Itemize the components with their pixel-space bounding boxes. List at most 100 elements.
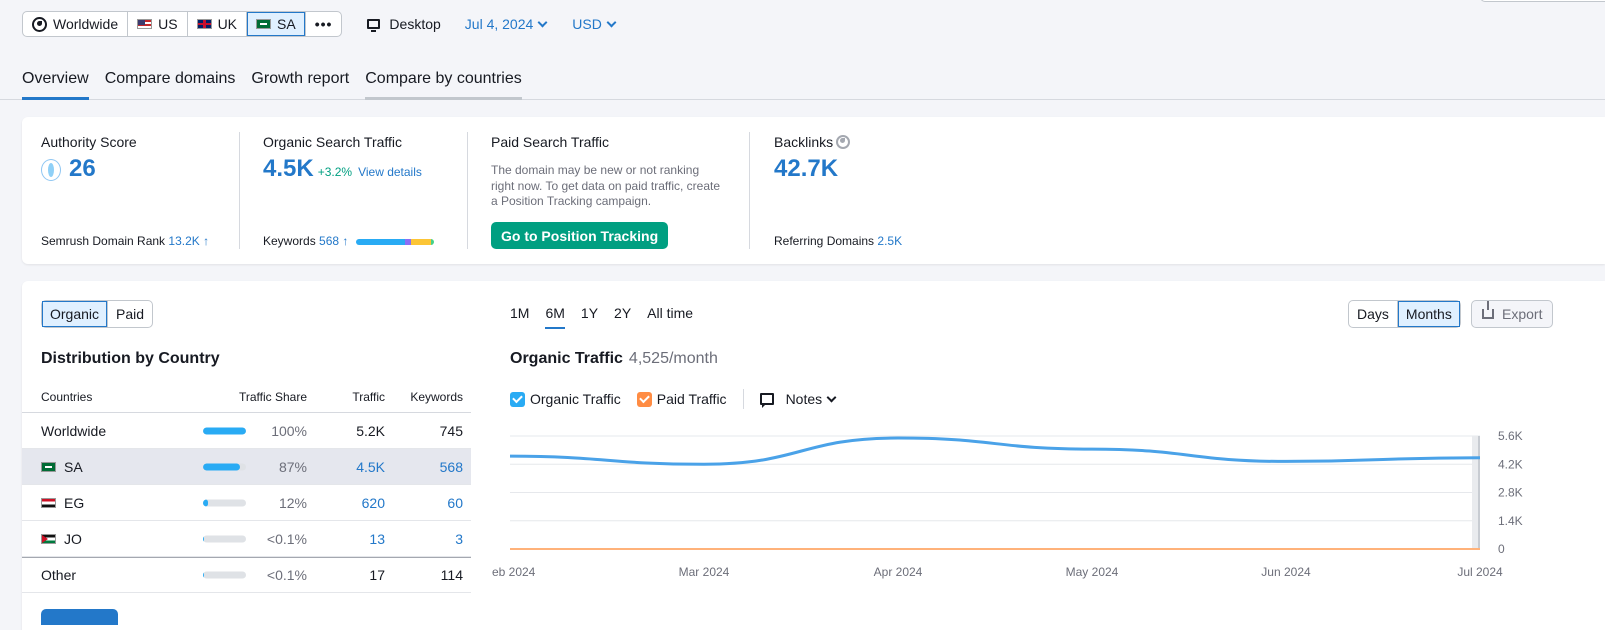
keywords-value[interactable]: 3 <box>455 530 463 547</box>
database-label: UK <box>217 16 238 32</box>
tabs-divider <box>0 99 1605 100</box>
organic-toggle-button[interactable]: Organic <box>42 301 109 327</box>
paid-toggle-button[interactable]: Paid <box>116 306 145 322</box>
period-selector: 1M 6M 1Y 2Y All time <box>510 305 693 329</box>
currency-label: USD <box>572 16 602 32</box>
period-all-time[interactable]: All time <box>647 305 694 321</box>
legend-paid-traffic[interactable]: Paid Traffic <box>636 391 727 407</box>
country-label: SA <box>64 458 83 475</box>
authority-score-value[interactable]: 26 <box>41 155 96 183</box>
eg-flag-icon <box>41 497 56 508</box>
export-label: Export <box>1502 306 1543 322</box>
country-name: SA <box>41 459 83 475</box>
x-tick-label: Jul 2024 <box>1457 565 1503 579</box>
header-keywords[interactable]: Keywords <box>410 389 463 404</box>
authority-score-icon <box>41 158 61 181</box>
device-selector[interactable]: Desktop <box>367 16 441 32</box>
country-label: JO <box>64 530 82 547</box>
x-tick-label: Jun 2024 <box>1261 565 1311 579</box>
country-label: Worldwide <box>41 422 107 439</box>
export-button[interactable]: Export <box>1471 300 1554 328</box>
traffic-value[interactable]: 4.5K <box>356 458 385 475</box>
country-name: Worldwide <box>41 423 106 439</box>
keywords-value: 114 <box>440 567 463 583</box>
table-row[interactable]: Worldwide 100% 5.2K 745 <box>22 413 471 449</box>
chart-subtitle: 4,525/month <box>628 350 718 367</box>
traffic-share-value: <0.1% <box>266 530 307 547</box>
keywords-value[interactable]: 568 <box>439 458 463 475</box>
metric-title-text: Backlinks <box>774 134 834 150</box>
x-tick-label: May 2024 <box>1066 565 1119 579</box>
period-1m[interactable]: 1M <box>510 305 530 321</box>
date-dropdown[interactable]: Jul 4, 2024 <box>464 16 548 32</box>
metric-divider <box>749 132 750 249</box>
arrow-up-icon: ↑ <box>203 234 210 248</box>
domain-rank-value[interactable]: 13.2K <box>168 234 200 248</box>
header-traffic-share[interactable]: Traffic Share <box>238 389 307 404</box>
country-distribution-table: Countries Traffic Share Traffic Keywords… <box>22 381 471 593</box>
footer-label: Semrush Domain Rank <box>41 234 166 248</box>
country-name: EG <box>41 495 84 511</box>
legend-label: Paid Traffic <box>656 391 727 407</box>
legend-organic-traffic[interactable]: Organic Traffic <box>510 391 621 407</box>
country-name: JO <box>41 531 82 547</box>
tab-compare-domains[interactable]: Compare domains <box>104 70 236 87</box>
table-row[interactable]: SA 87% 4.5K 568 <box>22 449 471 485</box>
x-tick-label: Feb 2024 <box>492 565 536 579</box>
organic-traffic-chart[interactable]: 0 1.4K 2.8K 4.2K 5.6K Feb 2024 Mar 2024 Apr 202… <box>492 431 1562 591</box>
traffic-card: Organic Paid Distribution by Country Cou… <box>22 281 1605 630</box>
filter-bar: Worldwide US UK SA ••• Desktop Jul 4, 20… <box>22 11 617 37</box>
upload-icon <box>1482 301 1494 319</box>
tab-overview[interactable]: Overview <box>22 70 89 100</box>
table-row[interactable]: EG 12% 620 60 <box>22 485 471 521</box>
metrics-card: Authority Score 26 Semrush Domain Rank 1… <box>22 117 1605 264</box>
months-toggle-button[interactable]: Months <box>1397 301 1460 327</box>
keywords-value[interactable]: 60 <box>447 494 463 511</box>
tab-growth-report[interactable]: Growth report <box>251 70 350 87</box>
period-1y[interactable]: 1Y <box>580 305 599 321</box>
checkbox-checked-icon <box>636 391 652 407</box>
days-toggle-button[interactable]: Days <box>1349 301 1398 327</box>
comment-icon <box>759 393 774 408</box>
view-details-link[interactable]: View details <box>358 165 422 179</box>
go-to-position-tracking-button[interactable]: Go to Position Tracking <box>491 222 669 249</box>
traffic-value[interactable]: 13 <box>369 530 385 547</box>
uk-flag-icon <box>196 19 212 29</box>
view-full-report-button[interactable] <box>41 609 118 625</box>
hover-band <box>1472 436 1480 549</box>
metric-value[interactable]: 4.5K <box>263 155 314 182</box>
table-row[interactable]: Other <0.1% 17 114 <box>22 557 471 593</box>
more-databases-button[interactable]: ••• <box>314 16 333 32</box>
legend-divider <box>742 389 744 409</box>
database-us-button[interactable]: US <box>128 12 188 36</box>
tab-compare-by-countries[interactable]: Compare by countries <box>365 70 522 100</box>
referring-domains-value[interactable]: 2.5K <box>877 234 903 248</box>
paid-traffic-description: The domain may be new or not ranking rig… <box>491 163 721 208</box>
keywords-value[interactable]: 568 <box>319 234 340 248</box>
traffic-value[interactable]: 620 <box>361 494 385 511</box>
chart-legend: Organic Traffic Paid Traffic Notes <box>510 389 851 409</box>
sa-flag-icon <box>256 19 272 29</box>
chevron-down-icon <box>606 17 617 27</box>
table-row[interactable]: JO <0.1% 13 3 <box>22 521 471 557</box>
backlinks-value[interactable]: 42.7K <box>774 155 839 182</box>
traffic-share-bar <box>203 463 246 470</box>
date-label: Jul 4, 2024 <box>464 16 534 32</box>
metric-title: Backlinks <box>774 134 851 150</box>
currency-dropdown[interactable]: USD <box>572 16 617 32</box>
database-worldwide-button[interactable]: Worldwide <box>23 12 129 36</box>
jo-flag-icon <box>41 533 56 544</box>
table-header: Countries Traffic Share Traffic Keywords <box>22 381 471 413</box>
metric-title: Paid Search Traffic <box>491 134 610 150</box>
database-uk-button[interactable]: UK <box>188 12 248 36</box>
chart-title: Organic Traffic 4,525/month <box>510 350 718 368</box>
database-label: Worldwide <box>53 16 119 32</box>
organic-traffic-value: 4.5K +3.2% View details <box>263 155 422 183</box>
chevron-down-icon <box>826 392 837 402</box>
database-sa-button[interactable]: SA <box>247 12 306 36</box>
period-6m[interactable]: 6M <box>545 305 565 329</box>
header-traffic[interactable]: Traffic <box>352 389 385 404</box>
traffic-share-bar <box>203 535 246 542</box>
period-2y[interactable]: 2Y <box>614 305 632 321</box>
notes-dropdown[interactable]: Notes <box>759 391 837 408</box>
